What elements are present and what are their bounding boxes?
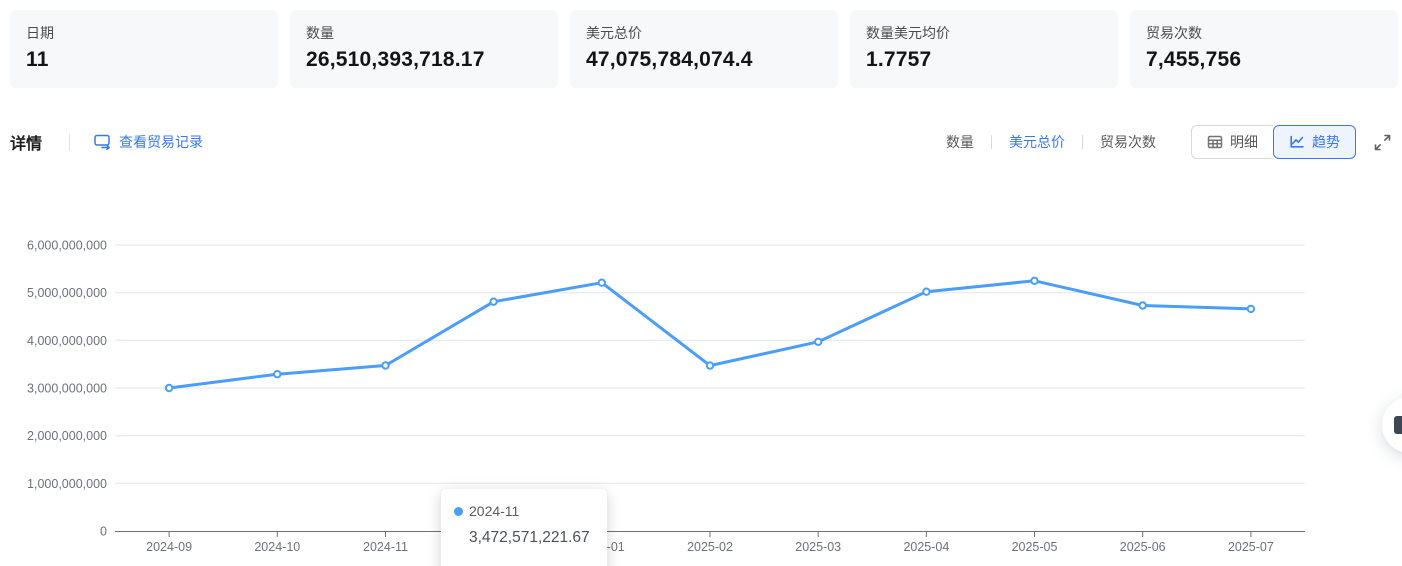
table-grid-icon bbox=[1207, 134, 1223, 150]
data-point[interactable] bbox=[489, 297, 498, 306]
data-point[interactable] bbox=[922, 287, 931, 296]
data-point[interactable] bbox=[1030, 276, 1039, 285]
stat-value: 11 bbox=[26, 48, 49, 71]
stat-value: 26,510,393,718.17 bbox=[306, 48, 485, 71]
data-point[interactable] bbox=[164, 383, 174, 393]
stat-label: 数量美元均价 bbox=[866, 25, 950, 41]
data-point[interactable] bbox=[597, 278, 606, 287]
y-tick-label: 1,000,000,000 bbox=[27, 477, 107, 491]
button-label: 趋势 bbox=[1312, 134, 1340, 150]
stat-value: 1.7757 bbox=[866, 48, 932, 71]
stat-value: 7,455,756 bbox=[1146, 48, 1242, 71]
y-tick-label: 3,000,000,000 bbox=[27, 382, 107, 396]
stat-card-date: 日期 11 bbox=[10, 10, 278, 88]
chart-tooltip: 2024-11 3,472,571,221.67 bbox=[441, 489, 607, 566]
stat-value: 47,075,784,074.4 bbox=[586, 48, 753, 71]
x-tick-label: 2024-11 bbox=[363, 540, 408, 554]
stat-label: 贸易次数 bbox=[1146, 25, 1202, 41]
y-tick-label: 5,000,000,000 bbox=[27, 286, 107, 300]
tab-usd-total[interactable]: 美元总价 bbox=[1009, 134, 1065, 150]
vertical-divider bbox=[69, 133, 71, 151]
tab-separator bbox=[1082, 135, 1083, 149]
x-tick-label: 2025-04 bbox=[903, 540, 949, 554]
fullscreen-button[interactable] bbox=[1373, 133, 1392, 152]
series-line bbox=[167, 279, 1253, 390]
tab-quantity[interactable]: 数量 bbox=[946, 134, 974, 150]
stats-row: 日期 11 数量 26,510,393,718.17 美元总价 47,075,7… bbox=[10, 10, 1398, 88]
stat-label: 日期 bbox=[26, 25, 54, 41]
data-point[interactable] bbox=[381, 361, 390, 370]
x-tick-label: 2025-02 bbox=[687, 540, 733, 554]
y-tick-label: 2,000,000,000 bbox=[27, 429, 107, 443]
stat-card-trade-count: 贸易次数 7,455,756 bbox=[1130, 10, 1398, 88]
data-point[interactable] bbox=[273, 370, 282, 379]
x-tick-label: 2024-09 bbox=[146, 540, 192, 554]
x-tick-label: 2025-03 bbox=[795, 540, 841, 554]
x-tick-label: 2025-06 bbox=[1120, 540, 1166, 554]
section-title: 详情 bbox=[10, 136, 43, 153]
data-point[interactable] bbox=[1246, 304, 1256, 314]
y-tick-label: 0 bbox=[100, 525, 107, 539]
tooltip-value: 3,472,571,221.67 bbox=[469, 529, 590, 546]
data-point[interactable] bbox=[1138, 301, 1147, 310]
x-tick-label: 2025-07 bbox=[1228, 540, 1274, 554]
tab-separator bbox=[991, 135, 992, 149]
window-arrow-icon bbox=[94, 134, 112, 150]
view-trade-records-link[interactable]: 查看贸易记录 bbox=[94, 132, 203, 152]
metric-tabs: 数量 美元总价 贸易次数 bbox=[929, 132, 1173, 152]
stat-card-usd-total: 美元总价 47,075,784,074.4 bbox=[570, 10, 838, 88]
tooltip-date: 2024-11 bbox=[469, 503, 520, 519]
headset-icon bbox=[1394, 416, 1402, 434]
button-label: 明细 bbox=[1230, 134, 1258, 150]
x-tick-label: 2024-10 bbox=[254, 540, 300, 554]
data-point[interactable] bbox=[705, 361, 715, 370]
line-chart-icon bbox=[1289, 134, 1305, 150]
data-point[interactable] bbox=[814, 337, 823, 346]
tab-trade-count[interactable]: 贸易次数 bbox=[1100, 134, 1156, 150]
x-tick-label: 2025-05 bbox=[1012, 540, 1058, 554]
stat-label: 美元总价 bbox=[586, 25, 642, 41]
stat-card-avg-price: 数量美元均价 1.7757 bbox=[850, 10, 1118, 88]
view-toggle: 明细 趋势 bbox=[1191, 125, 1356, 159]
y-tick-label: 4,000,000,000 bbox=[27, 334, 107, 348]
stat-card-quantity: 数量 26,510,393,718.17 bbox=[290, 10, 558, 88]
floating-help-button[interactable] bbox=[1382, 397, 1402, 453]
stat-label: 数量 bbox=[306, 25, 334, 41]
expand-icon bbox=[1373, 133, 1392, 152]
series-dot bbox=[454, 506, 463, 516]
detail-bar: 详情 查看贸易记录 数量 美元总价 贸易次数 bbox=[10, 125, 1398, 159]
trend-view-button[interactable]: 趋势 bbox=[1273, 125, 1356, 159]
detail-view-button[interactable]: 明细 bbox=[1191, 125, 1273, 159]
y-tick-label: 6,000,000,000 bbox=[27, 239, 107, 253]
link-label: 查看贸易记录 bbox=[119, 134, 204, 150]
